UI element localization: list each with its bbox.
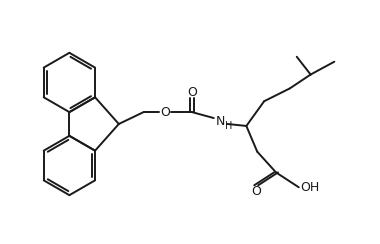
Text: N: N xyxy=(216,114,225,128)
Text: O: O xyxy=(251,185,261,198)
Text: OH: OH xyxy=(301,181,320,194)
Text: H: H xyxy=(225,121,232,131)
Text: O: O xyxy=(160,106,170,119)
Text: O: O xyxy=(187,86,197,99)
